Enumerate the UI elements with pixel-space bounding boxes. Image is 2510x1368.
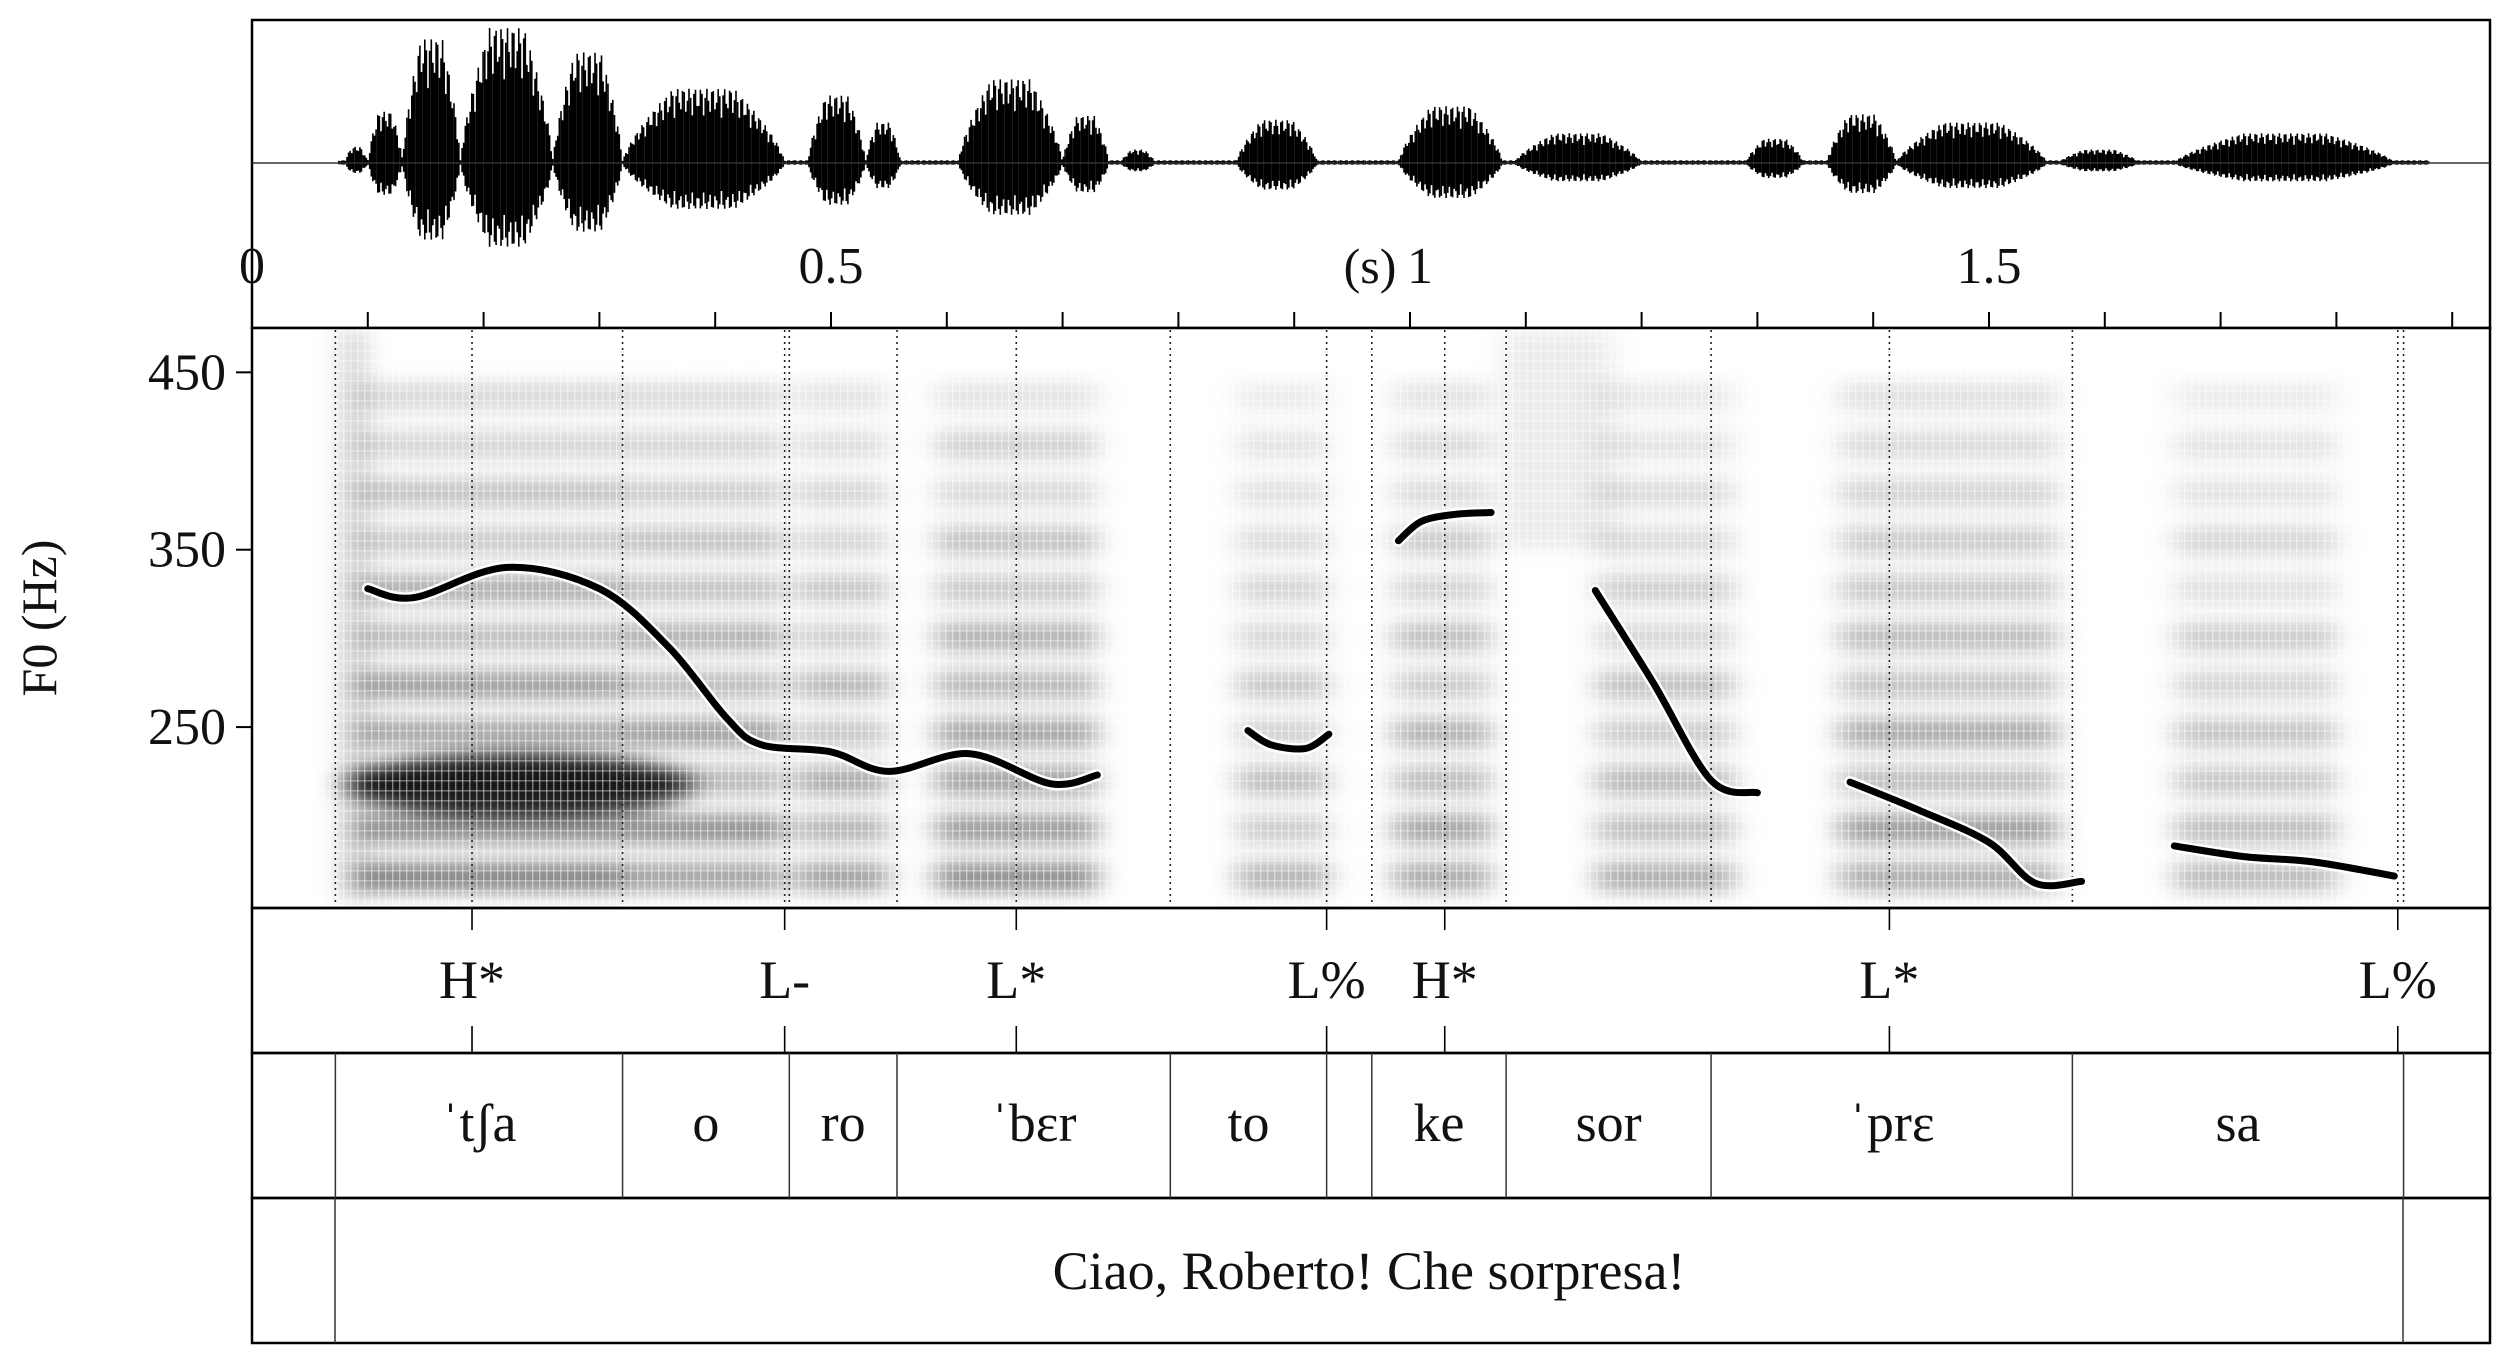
syllable-label: ro xyxy=(821,1093,866,1153)
syllable-label: sor xyxy=(1576,1093,1642,1153)
f0-contour-segment xyxy=(1591,587,1761,797)
textgrid: H* L- L* L% H* L* L% ˈtʃa o ro ˈbɛr to ke sor ˈprɛ sa … xyxy=(250,906,2492,1345)
tone-label: L% xyxy=(1288,950,1366,1010)
f0-tick-label: 350 xyxy=(148,522,226,579)
tone-label: H* xyxy=(1412,950,1478,1010)
spectrogram-panel: 450 350 250 F0 (Hz) xyxy=(11,326,2492,910)
time-tick-label: 1 xyxy=(1407,238,1433,295)
time-tick-label: 0.5 xyxy=(799,238,864,295)
tone-label: L% xyxy=(2359,950,2437,1010)
time-axis-labels: 0 0.5 1 1.5 xyxy=(239,238,2022,295)
time-axis xyxy=(366,312,2454,328)
syllables-tier-frame xyxy=(250,1051,2492,1200)
f0-contour xyxy=(361,506,2401,892)
syllable-label: ke xyxy=(1413,1093,1464,1153)
syllable-label: ˈprɛ xyxy=(1849,1093,1935,1153)
time-tick-label: 1.5 xyxy=(1957,238,2022,295)
waveform-trace xyxy=(338,28,2430,247)
syllable-label: to xyxy=(1227,1093,1269,1153)
waveform-panel: 0 0.5 1 1.5 (s) xyxy=(239,18,2492,330)
syllable-label: ˈbɛr xyxy=(991,1093,1077,1153)
f0-axis-label: F0 (Hz) xyxy=(11,540,67,697)
syllables-tier: ˈtʃa o ro ˈbɛr to ke sor ˈprɛ sa xyxy=(334,1053,2405,1198)
waveform-path xyxy=(338,28,2430,247)
f0-tick-label: 450 xyxy=(148,344,226,401)
tone-label: L- xyxy=(759,950,810,1010)
f0-contour-segment xyxy=(1394,509,1495,545)
f0-contour-segment xyxy=(1244,727,1333,753)
syllable-label: ˈtʃa xyxy=(441,1093,516,1153)
syllable-label: sa xyxy=(2215,1093,2260,1153)
f0-contour-segment xyxy=(2170,842,2398,880)
sentence-label: Ciao, Roberto! Che sorpresa! xyxy=(1053,1241,1686,1301)
f0-contour-segment xyxy=(1846,778,2086,890)
f0-axis: 450 350 250 xyxy=(148,344,252,756)
f0-contour-segment xyxy=(364,563,1101,789)
tone-label: H* xyxy=(439,950,505,1010)
time-tick-label: 0 xyxy=(239,238,265,295)
sentence-tier: Ciao, Roberto! Che sorpresa! xyxy=(334,1198,2404,1343)
f0-tick-label: 250 xyxy=(148,699,226,756)
tone-label: L* xyxy=(1859,950,1919,1010)
sentence-tier-frame xyxy=(250,1196,2492,1345)
dotted-boundaries xyxy=(334,330,2405,906)
tones-tier-frame xyxy=(250,906,2492,1055)
tone-label: L* xyxy=(986,950,1046,1010)
tones-tier: H* L- L* L% H* L* L% xyxy=(439,908,2437,1053)
time-unit-label: (s) xyxy=(1344,238,1397,294)
syllable-label: o xyxy=(692,1093,719,1153)
